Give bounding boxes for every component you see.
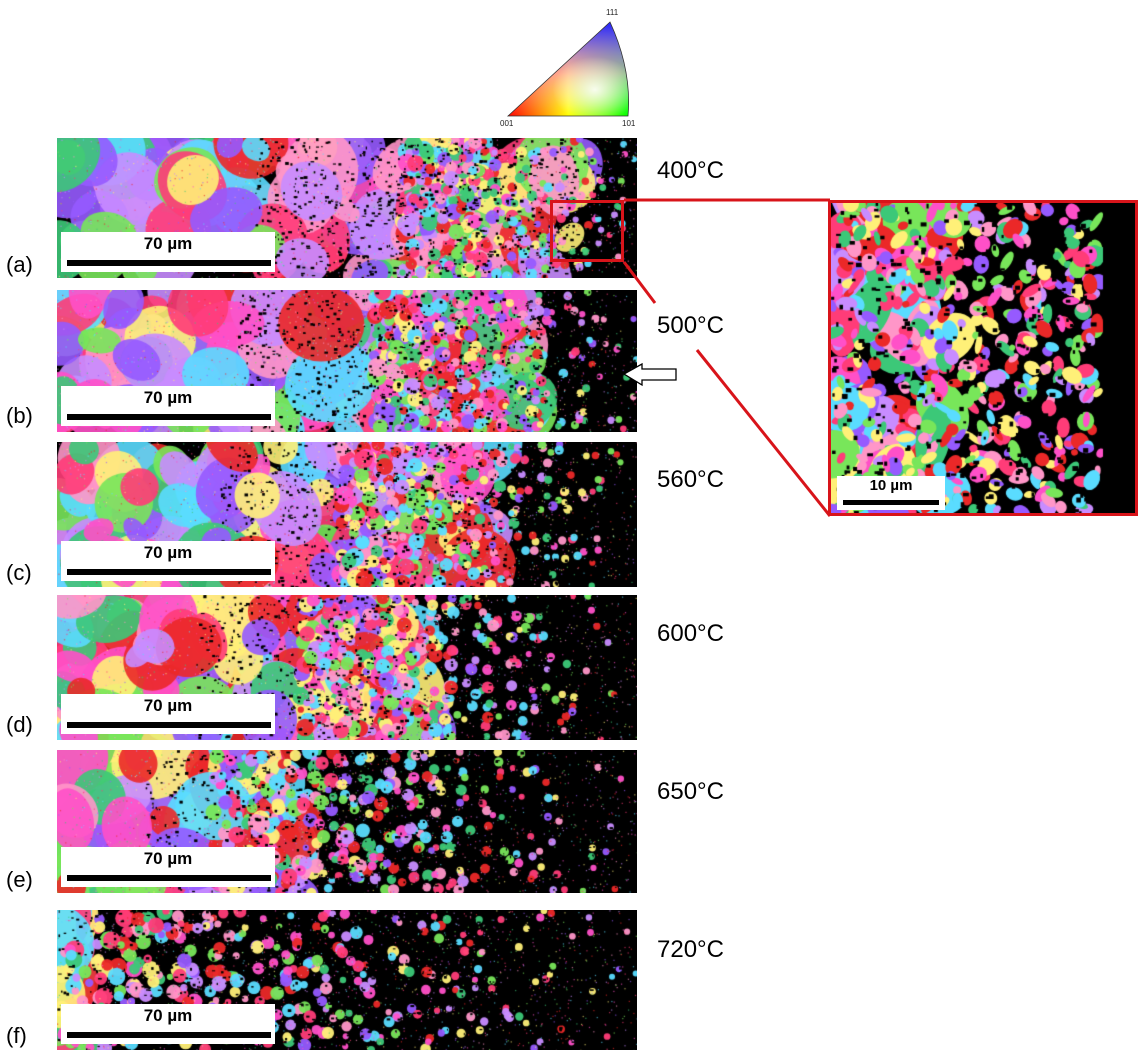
scale-bar-label: 70 µm <box>143 849 193 868</box>
panel-letter: (e) <box>6 867 33 892</box>
orientation-map-panel: 70 µm <box>57 290 637 432</box>
zoom-connector-upper <box>622 261 657 304</box>
orientation-map-panel: 70 µm <box>57 750 637 893</box>
panel-letter: (f) <box>6 1023 27 1048</box>
temperature-label: 600°C <box>657 620 724 647</box>
orientation-map-panel: 70 µm <box>57 442 637 587</box>
ipf-label-101: 101 <box>622 119 636 128</box>
inset-scale-bar: 10 µm <box>837 476 945 510</box>
left-arrow-icon <box>622 362 677 387</box>
temperature-label: 650°C <box>657 778 724 805</box>
scale-bar-label: 70 µm <box>143 388 193 407</box>
zoom-region-box <box>550 200 624 262</box>
ipf-label-001: 001 <box>500 119 514 128</box>
inset-scale-line <box>843 500 939 505</box>
scale-bar: 70 µm <box>61 1004 275 1044</box>
panel-letter: (d) <box>6 712 33 737</box>
temperature-label: 500°C <box>657 312 724 339</box>
scale-bar-label: 70 µm <box>143 1006 193 1025</box>
scale-bar: 70 µm <box>61 847 275 887</box>
temperature-label: 720°C <box>657 936 724 963</box>
inset-orientation-map <box>831 203 1135 513</box>
ipf-triangle-graphic <box>506 21 629 117</box>
scale-bar-line <box>67 414 271 420</box>
scale-bar-line <box>67 1032 271 1038</box>
orientation-map-panel: 70 µm <box>57 138 637 278</box>
temperature-label: 560°C <box>657 466 724 493</box>
zoom-connector-bottom <box>695 349 832 517</box>
temperature-label: 400°C <box>657 157 724 184</box>
orientation-map-panel: 70 µm <box>57 595 637 740</box>
panel-letter: (c) <box>6 560 32 585</box>
inset-magnified-map: 10 µm <box>828 200 1138 516</box>
scale-bar-line <box>67 722 271 728</box>
panel-letter: (b) <box>6 403 33 428</box>
scale-bar: 70 µm <box>61 541 275 581</box>
scale-bar-line <box>67 260 271 266</box>
inset-scale-label: 10 µm <box>869 477 913 494</box>
ipf-label-111: 111 <box>606 8 619 17</box>
panel-letter: (a) <box>6 252 33 277</box>
scale-bar: 70 µm <box>61 386 275 426</box>
scale-bar-line <box>67 875 271 881</box>
scale-bar-line <box>67 569 271 575</box>
scale-bar-label: 70 µm <box>143 234 193 253</box>
scale-bar: 70 µm <box>61 232 275 272</box>
ipf-color-key: 111 001 101 <box>500 0 650 135</box>
scale-bar: 70 µm <box>61 694 275 734</box>
orientation-map-panel: 70 µm <box>57 910 637 1050</box>
scale-bar-label: 70 µm <box>143 543 193 562</box>
scale-bar-label: 70 µm <box>143 696 193 715</box>
